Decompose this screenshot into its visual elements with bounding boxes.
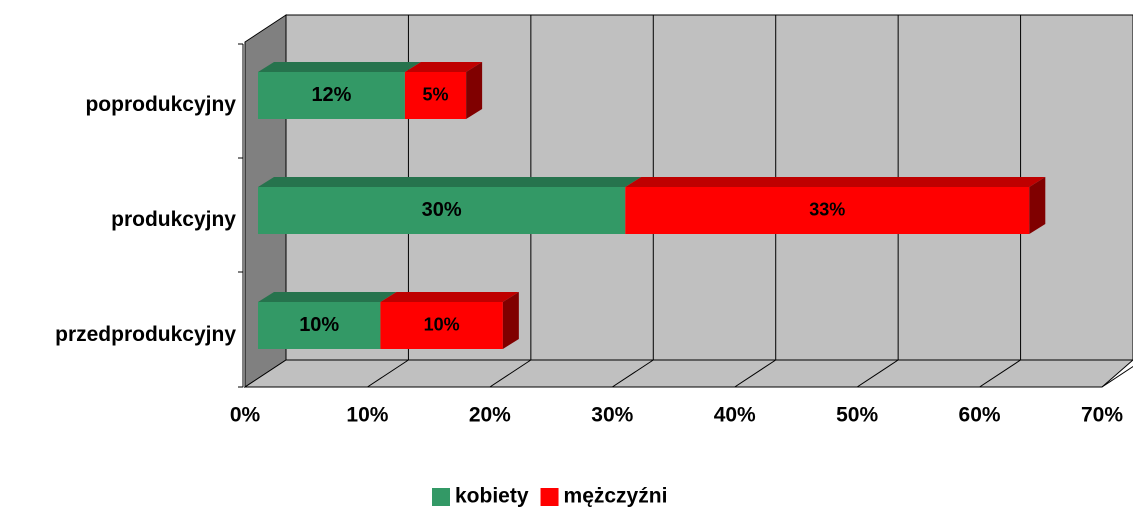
x-tick-label: 0%	[230, 404, 261, 427]
legend-label: mężczyźni	[564, 485, 668, 508]
y-tick-label: przedprodukcyjny	[55, 323, 236, 346]
floor-grid-line	[856, 359, 899, 388]
x-tick-label: 10%	[346, 404, 388, 427]
y-tick-label: produkcyjny	[111, 208, 236, 231]
bar	[258, 302, 381, 349]
bar-top	[258, 292, 397, 302]
data-label: 10%	[299, 314, 339, 336]
bar-top	[380, 292, 519, 302]
bar-top	[258, 177, 642, 187]
x-tick-label: 20%	[469, 404, 511, 427]
bar	[380, 302, 503, 349]
x-tick-label: 50%	[836, 404, 878, 427]
bar	[625, 187, 1030, 234]
floor-grid-line	[1101, 365, 1133, 388]
bar-side	[466, 62, 483, 119]
floor-grid-line	[612, 359, 654, 388]
data-label: 12%	[311, 84, 351, 106]
x-tick-label: 40%	[714, 404, 756, 427]
legend-label: kobiety	[455, 485, 529, 508]
bar-side	[502, 292, 519, 349]
data-label: 33%	[809, 199, 845, 219]
x-tick-label: 60%	[959, 404, 1001, 427]
data-label: 10%	[424, 314, 460, 334]
y-tick-label: poprodukcyjny	[85, 93, 236, 116]
bar	[258, 187, 626, 234]
data-label: 5%	[423, 84, 449, 104]
x-tick-label: 70%	[1081, 404, 1123, 427]
bar-top	[404, 62, 483, 72]
bar-side	[1029, 177, 1046, 234]
legend-swatch	[540, 488, 559, 506]
floor-grid-line	[367, 359, 409, 388]
x-tick-label: 30%	[591, 404, 633, 427]
floor	[243, 359, 1133, 388]
bar	[404, 72, 467, 119]
floor-grid-line	[734, 359, 776, 388]
legend-swatch	[432, 488, 450, 506]
bar	[258, 72, 405, 119]
bar-top	[258, 62, 421, 72]
floor-grid-line	[489, 359, 532, 388]
data-label: 30%	[422, 199, 462, 221]
bar-top	[625, 177, 1046, 187]
floor-grid-line	[979, 359, 1021, 388]
